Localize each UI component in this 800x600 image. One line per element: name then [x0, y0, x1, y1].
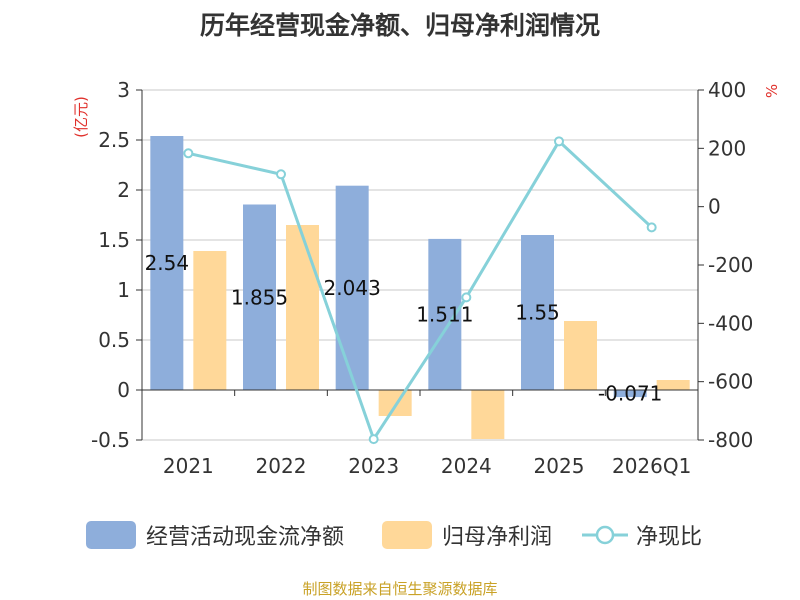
x-axis-tick-label: 2023: [348, 454, 399, 478]
legend-label-net-profit: 归母净利润: [442, 525, 553, 550]
left-axis-unit-label: (亿元): [72, 96, 90, 138]
x-axis-tick-label: 2024: [441, 454, 492, 478]
data-label-operating-cash-flow: 1.855: [231, 285, 288, 309]
right-axis-tick-label: -600: [708, 370, 753, 394]
bar-operating-cash-flow: [243, 204, 276, 390]
point-cash-ratio: [276, 169, 286, 180]
left-axis-tick-label: 0: [117, 378, 130, 402]
bar-operating-cash-flow: [150, 136, 184, 390]
data-label-operating-cash-flow: 2.043: [324, 276, 381, 300]
point-cash-ratio: [646, 222, 657, 233]
right-axis-tick-label: 0: [708, 195, 721, 219]
left-axis-tick-label: 1: [117, 278, 130, 302]
line-cash-ratio: [187, 138, 653, 443]
legend-label-cash-ratio: 净现比: [636, 525, 703, 550]
right-axis-tick-label: -200: [708, 253, 753, 277]
legend-item-operating-cash-flow[interactable]: 经营活动现金流净额: [86, 517, 344, 553]
data-source-note: 制图数据来自恒生聚源数据库: [302, 580, 498, 598]
legend-item-net-profit[interactable]: 归母净利润: [382, 517, 552, 553]
right-axis-unit-label: %: [763, 84, 781, 98]
right-axis-tick-label: 400: [708, 78, 746, 102]
left-axis-tick-label: 1.5: [98, 228, 130, 252]
bar-net-profit: [378, 390, 412, 416]
bar-net-profit: [564, 321, 597, 390]
x-axis-tick-label: 2025: [534, 454, 585, 478]
left-axis-tick-label: 0.5: [98, 328, 130, 352]
right-axis-tick-label: 200: [708, 136, 746, 160]
point-cash-ratio: [368, 434, 379, 445]
legend: 经营活动现金流净额 归母净利润 净现比: [0, 517, 800, 553]
data-label-operating-cash-flow: 2.54: [145, 251, 190, 275]
bar-net-profit: [193, 251, 227, 390]
legend-swatch-cash-ratio: [582, 525, 628, 545]
x-axis-tick-label: 2021: [163, 454, 214, 478]
right-axis-tick-label: -800: [708, 428, 753, 452]
bar-operating-cash-flow: [613, 390, 647, 398]
point-cash-ratio: [183, 148, 194, 159]
point-cash-ratio: [554, 136, 564, 147]
x-axis-tick-label: 2022: [256, 454, 307, 478]
data-label-operating-cash-flow: 1.511: [416, 302, 473, 326]
left-axis-tick-label: 2.5: [98, 128, 130, 152]
left-axis-tick-label: 2: [117, 178, 130, 202]
legend-label-operating-cash-flow: 经营活动现金流净额: [146, 525, 345, 550]
bar-net-profit: [286, 225, 319, 390]
legend-swatch-operating-cash-flow: [86, 521, 136, 549]
data-label-operating-cash-flow: 1.55: [515, 301, 560, 325]
legend-item-cash-ratio[interactable]: 净现比: [582, 517, 702, 553]
x-axis-tick-label: 2026Q1: [612, 454, 691, 478]
legend-swatch-net-profit: [382, 521, 432, 549]
left-axis-tick-label: 3: [117, 78, 130, 102]
data-label-operating-cash-flow: -0.071: [598, 382, 662, 406]
bar-net-profit: [656, 380, 690, 390]
left-axis-tick-label: -0.5: [91, 428, 130, 452]
right-axis-tick-label: -400: [708, 311, 753, 335]
bar-net-profit: [471, 390, 505, 439]
bar-operating-cash-flow: [335, 185, 369, 390]
chart-title: 历年经营现金净额、归母净利润情况: [199, 11, 600, 40]
point-cash-ratio: [461, 292, 472, 303]
bar-operating-cash-flow: [521, 235, 554, 390]
